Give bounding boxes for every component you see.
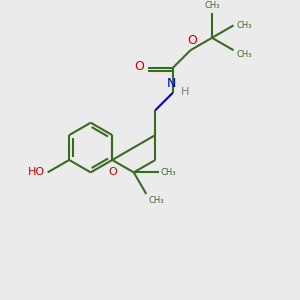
Text: N: N	[167, 77, 177, 90]
Text: O: O	[188, 34, 197, 47]
Text: HO: HO	[28, 167, 45, 177]
Text: CH₃: CH₃	[236, 50, 252, 59]
Text: O: O	[109, 167, 118, 177]
Text: O: O	[134, 60, 144, 73]
Text: CH₃: CH₃	[236, 21, 252, 30]
Text: CH₃: CH₃	[160, 168, 176, 177]
Text: CH₃: CH₃	[204, 1, 220, 10]
Text: CH₃: CH₃	[148, 196, 164, 205]
Text: H: H	[181, 87, 189, 97]
